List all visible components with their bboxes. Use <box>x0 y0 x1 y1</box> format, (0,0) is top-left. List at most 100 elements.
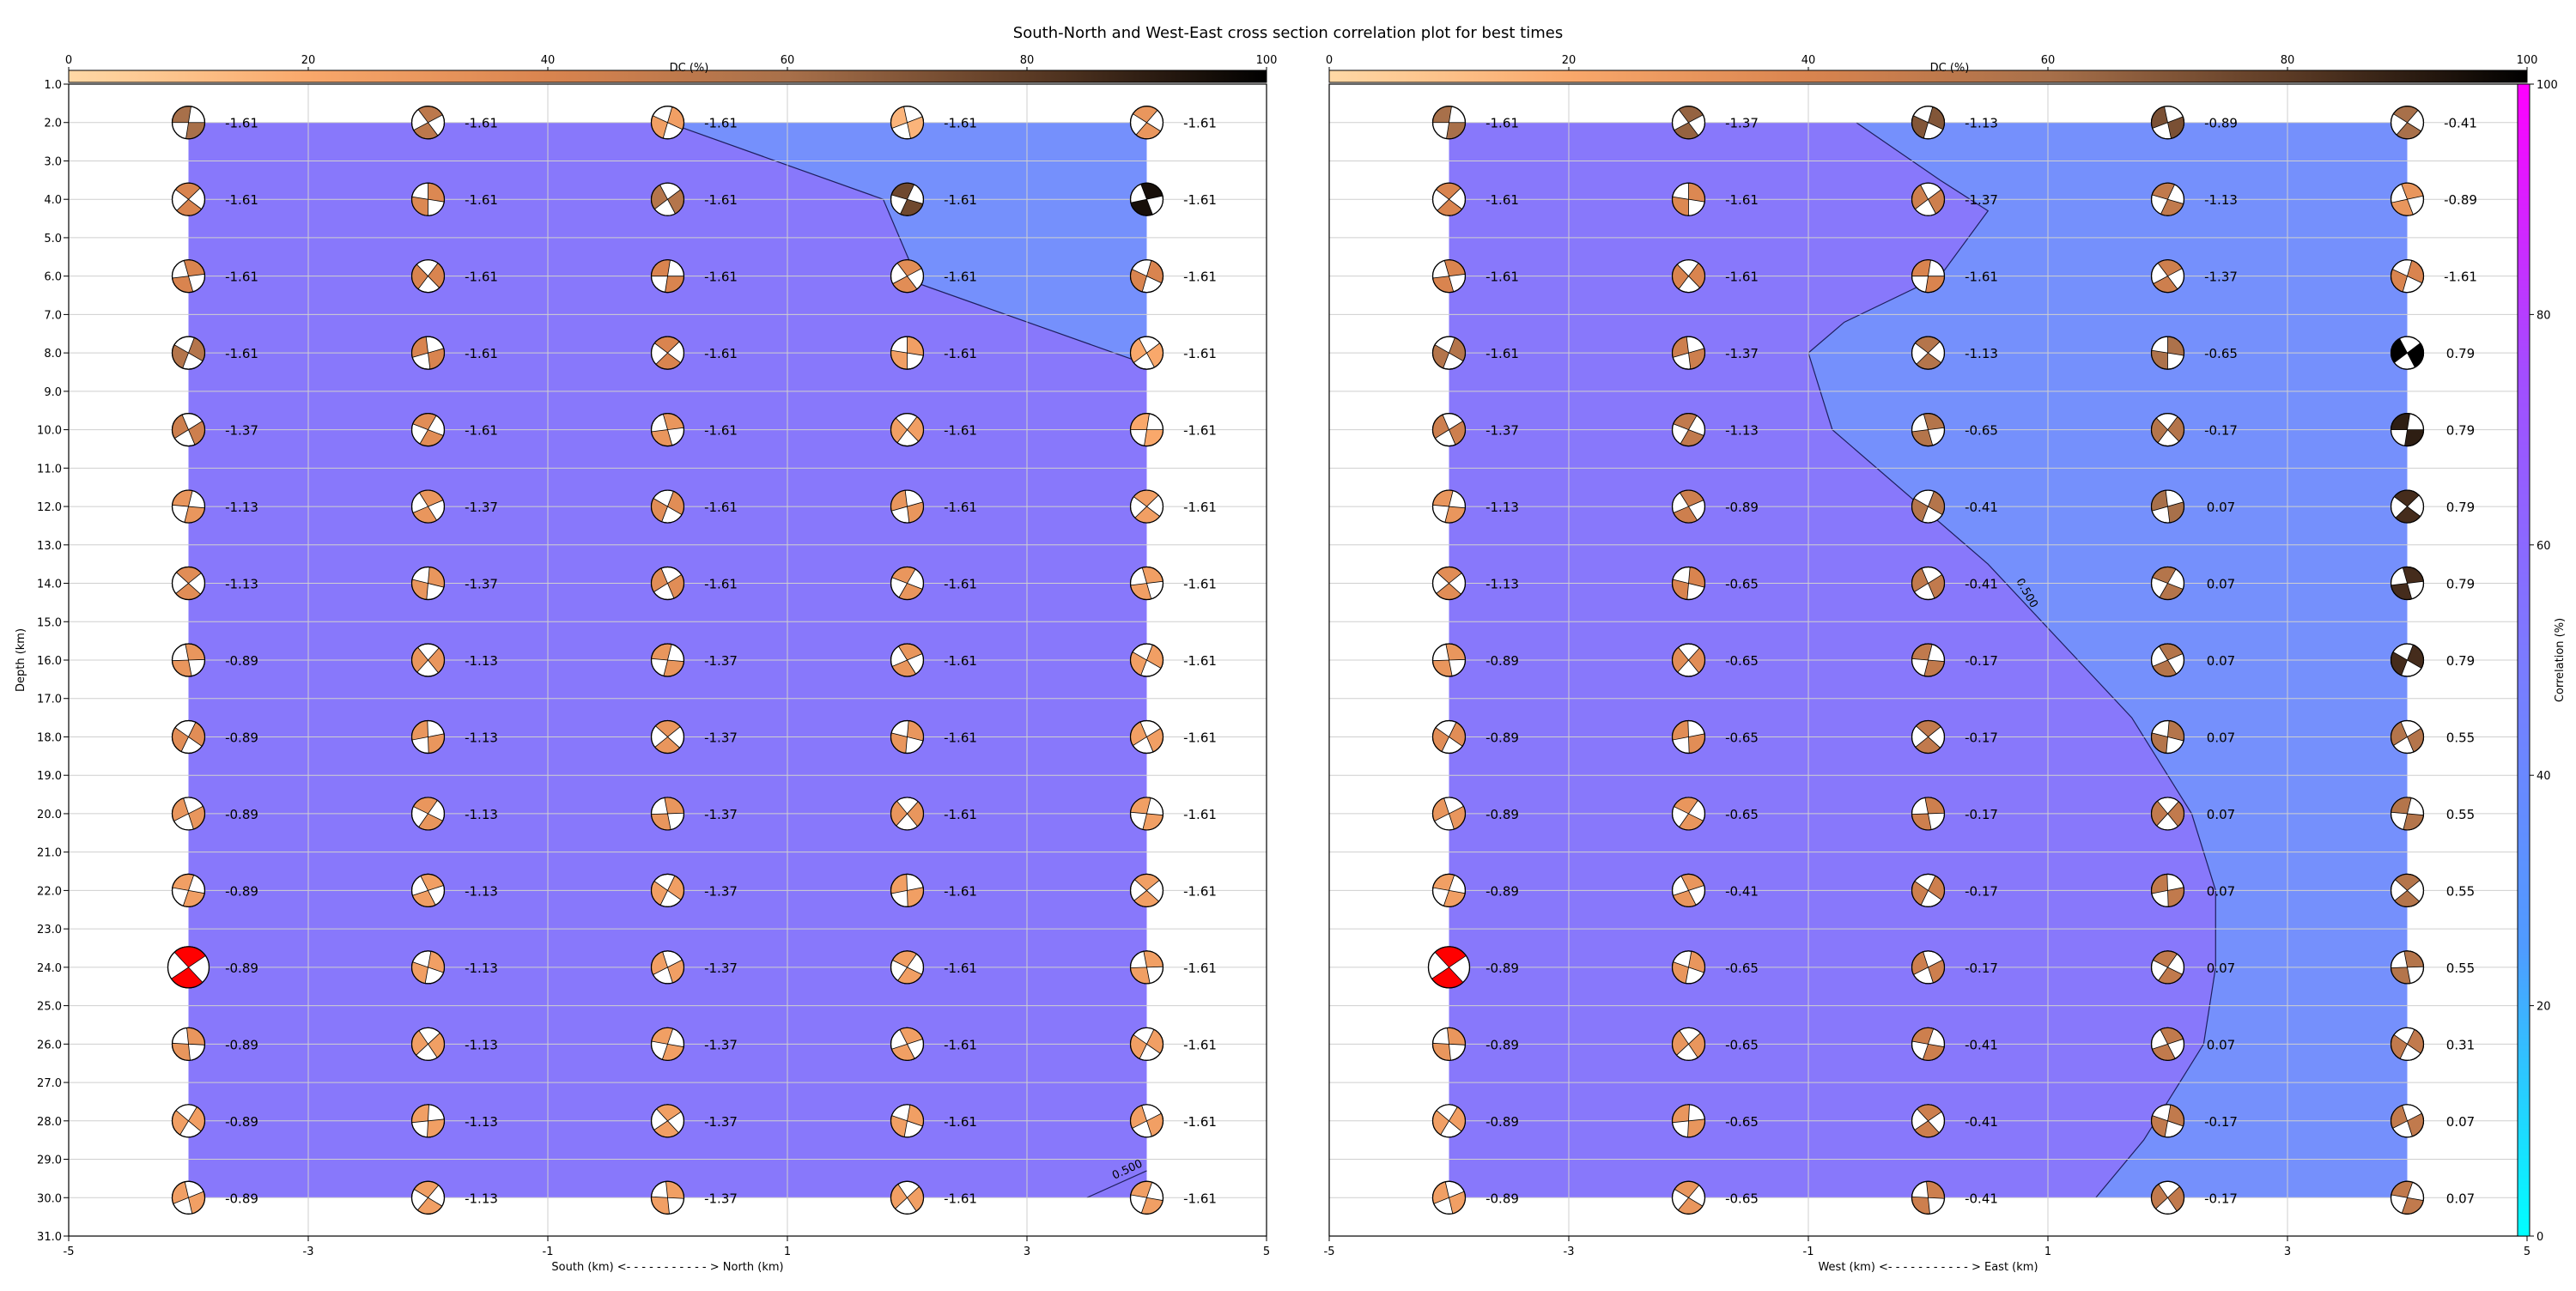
beachball <box>2390 1027 2425 1061</box>
y-tick-label: 8.0 <box>44 348 62 361</box>
beachball-outline <box>890 1104 925 1138</box>
time-shift-label: -1.13 <box>465 807 498 822</box>
beachball <box>2390 106 2425 140</box>
time-shift-label: 0.31 <box>2446 1037 2475 1052</box>
beachball-outline <box>1911 413 1946 447</box>
beachball-outline <box>2390 413 2425 447</box>
beachball-outline <box>1129 719 1164 755</box>
beachball <box>1671 413 1706 447</box>
time-shift-label: 0.07 <box>2207 883 2235 899</box>
beachball <box>2390 797 2425 831</box>
time-shift-label: -1.61 <box>1183 577 1217 592</box>
time-shift-label: 0.07 <box>2207 807 2235 822</box>
beachball-outline <box>1911 566 1946 601</box>
beachball-outline <box>1431 106 1467 140</box>
beachball <box>1431 643 1467 677</box>
beachball-outline <box>650 182 685 216</box>
beachball-outline <box>1911 1027 1946 1061</box>
time-shift-label: 0.07 <box>2207 1037 2235 1052</box>
beachball-outline <box>650 719 685 755</box>
time-shift-label: -1.61 <box>1485 270 1519 285</box>
time-shift-label: 0.79 <box>2446 577 2475 592</box>
time-shift-label: -1.37 <box>704 1037 738 1052</box>
time-shift-label: -0.89 <box>1485 1191 1519 1206</box>
beachball-compressional-quadrant <box>2403 813 2424 831</box>
y-tick-label: 10.0 <box>37 425 62 438</box>
beachball-outline <box>890 182 925 216</box>
beachball-outline <box>1671 797 1706 831</box>
beachball <box>171 489 206 524</box>
time-shift-label: -1.61 <box>1485 116 1519 131</box>
beachball <box>2150 336 2185 370</box>
beachball-outline <box>1911 950 1946 985</box>
time-shift-label: 0.07 <box>2207 961 2235 976</box>
beachball <box>410 489 446 524</box>
beachball-outline <box>2390 1104 2425 1138</box>
beachball-outline <box>1129 1104 1164 1138</box>
beachball-outline <box>1129 336 1164 370</box>
time-shift-label: -1.61 <box>944 116 977 131</box>
time-shift-label: 0.07 <box>2446 1114 2475 1130</box>
time-shift-label: -1.61 <box>1183 500 1217 515</box>
dc-colorbar-label: DC (%) <box>670 62 709 75</box>
beachball-compressional-quadrant <box>1911 1196 1930 1215</box>
beachball <box>890 873 925 908</box>
beachball <box>410 643 446 677</box>
beachball <box>171 336 206 370</box>
dc-colorbar-tick-label: 40 <box>541 54 556 67</box>
beachball <box>167 946 210 989</box>
beachball-outline <box>1431 797 1467 831</box>
time-shift-label: -0.17 <box>1965 807 1998 822</box>
beachball <box>410 1027 446 1061</box>
beachball-outline <box>1671 259 1706 294</box>
beachball <box>650 643 685 677</box>
beachball <box>2150 182 2185 216</box>
time-shift-label: -1.61 <box>465 423 498 439</box>
beachball <box>2150 1027 2185 1061</box>
beachball-outline <box>1129 643 1164 677</box>
time-shift-label: -0.89 <box>225 883 258 899</box>
time-shift-label: -1.61 <box>1485 192 1519 208</box>
beachball <box>650 106 685 140</box>
time-shift-label: -1.37 <box>704 961 738 976</box>
x-tick-label: 1 <box>2044 1246 2051 1258</box>
time-shift-label: 0.55 <box>2446 807 2475 822</box>
beachball <box>410 566 446 601</box>
time-shift-label: -1.61 <box>704 423 738 439</box>
beachball <box>1129 489 1164 524</box>
beachball <box>650 1104 685 1138</box>
beachball-compressional-quadrant <box>1432 1042 1451 1061</box>
time-shift-label: -1.61 <box>1183 270 1217 285</box>
beachball <box>1431 413 1467 447</box>
beachball <box>1911 1104 1946 1138</box>
beachball-outline <box>650 1180 685 1215</box>
beachball-outline <box>1431 566 1467 601</box>
time-shift-label: -1.37 <box>1965 192 1998 208</box>
beachball-compressional-quadrant <box>1432 106 1452 124</box>
time-shift-label: -0.41 <box>1965 1114 1998 1130</box>
beachball <box>1431 182 1467 216</box>
beachball-outline <box>890 413 925 447</box>
time-shift-label: -1.61 <box>944 192 977 208</box>
beachball <box>1431 1180 1467 1215</box>
time-shift-label: -1.13 <box>1485 500 1519 515</box>
y-tick-label: 16.0 <box>37 655 62 668</box>
beachball-outline <box>2150 259 2185 294</box>
beachball-outline <box>1431 489 1467 524</box>
beachball <box>1431 797 1467 831</box>
beachball-outline <box>1431 873 1467 908</box>
beachball <box>171 566 206 601</box>
time-shift-label: -0.41 <box>1965 500 1998 515</box>
time-shift-label: -1.61 <box>1183 653 1217 669</box>
time-shift-label: -1.13 <box>465 1114 498 1130</box>
time-shift-label: -0.17 <box>1965 730 1998 745</box>
time-shift-label: -1.61 <box>225 116 258 131</box>
beachball <box>1671 797 1706 831</box>
x-axis-label: South (km) <- - - - - - - - - - - > Nort… <box>551 1261 783 1274</box>
time-shift-label: -0.17 <box>1965 883 1998 899</box>
beachball <box>171 413 206 447</box>
time-shift-label: -1.61 <box>1183 961 1217 976</box>
time-shift-label: -0.89 <box>225 1114 258 1130</box>
